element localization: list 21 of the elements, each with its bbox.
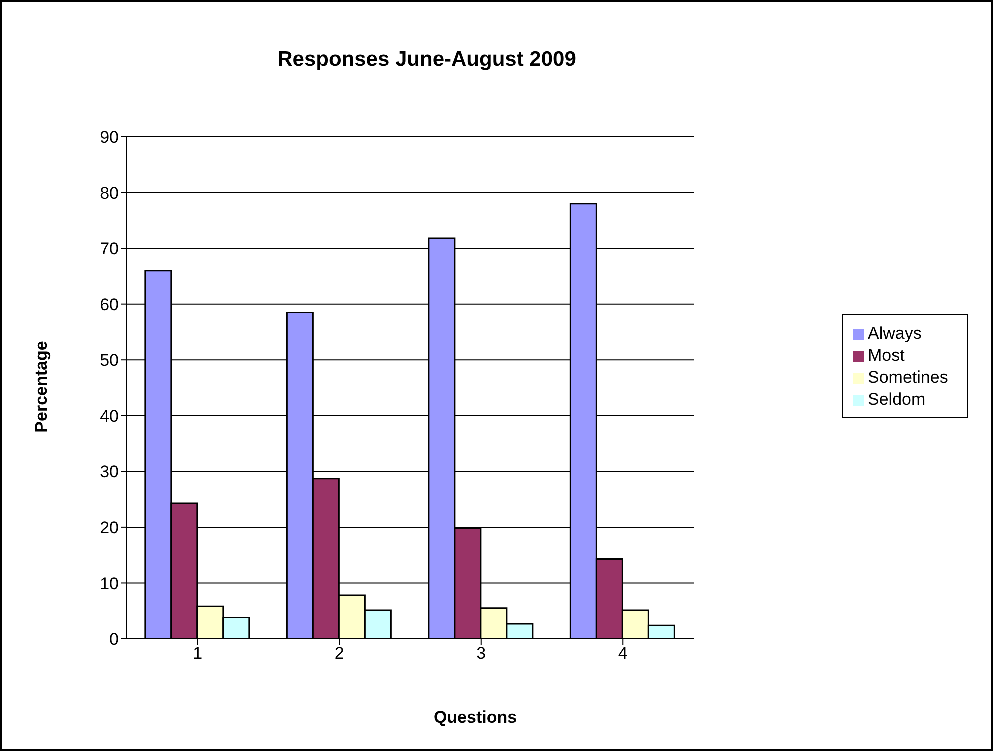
y-tick-label: 60 [100, 295, 119, 314]
y-tick-label: 40 [100, 406, 119, 426]
chart-title: Responses June-August 2009 [276, 48, 578, 72]
y-tick-label: 20 [100, 518, 119, 538]
legend-label: Always [868, 324, 922, 343]
x-tick-label: 3 [476, 644, 486, 664]
x-tick-label: 2 [334, 644, 344, 664]
y-tick-label: 0 [110, 630, 119, 650]
y-tick-label: 50 [100, 351, 119, 370]
x-tick-label: 1 [193, 644, 203, 664]
legend-label: Seldom [868, 390, 926, 409]
y-tick-label: 70 [100, 240, 119, 259]
legend-label: Most [868, 346, 905, 365]
y-tick-label: 90 [100, 128, 119, 148]
y-tick-label: 30 [100, 462, 119, 482]
y-tick-label: 80 [100, 184, 119, 203]
x-tick-label: 4 [618, 644, 628, 664]
y-axis-title: Percentage [32, 341, 52, 433]
legend-label: Sometines [868, 368, 948, 387]
y-tick-label: 10 [100, 574, 119, 594]
x-axis-title: Questions [432, 708, 518, 728]
